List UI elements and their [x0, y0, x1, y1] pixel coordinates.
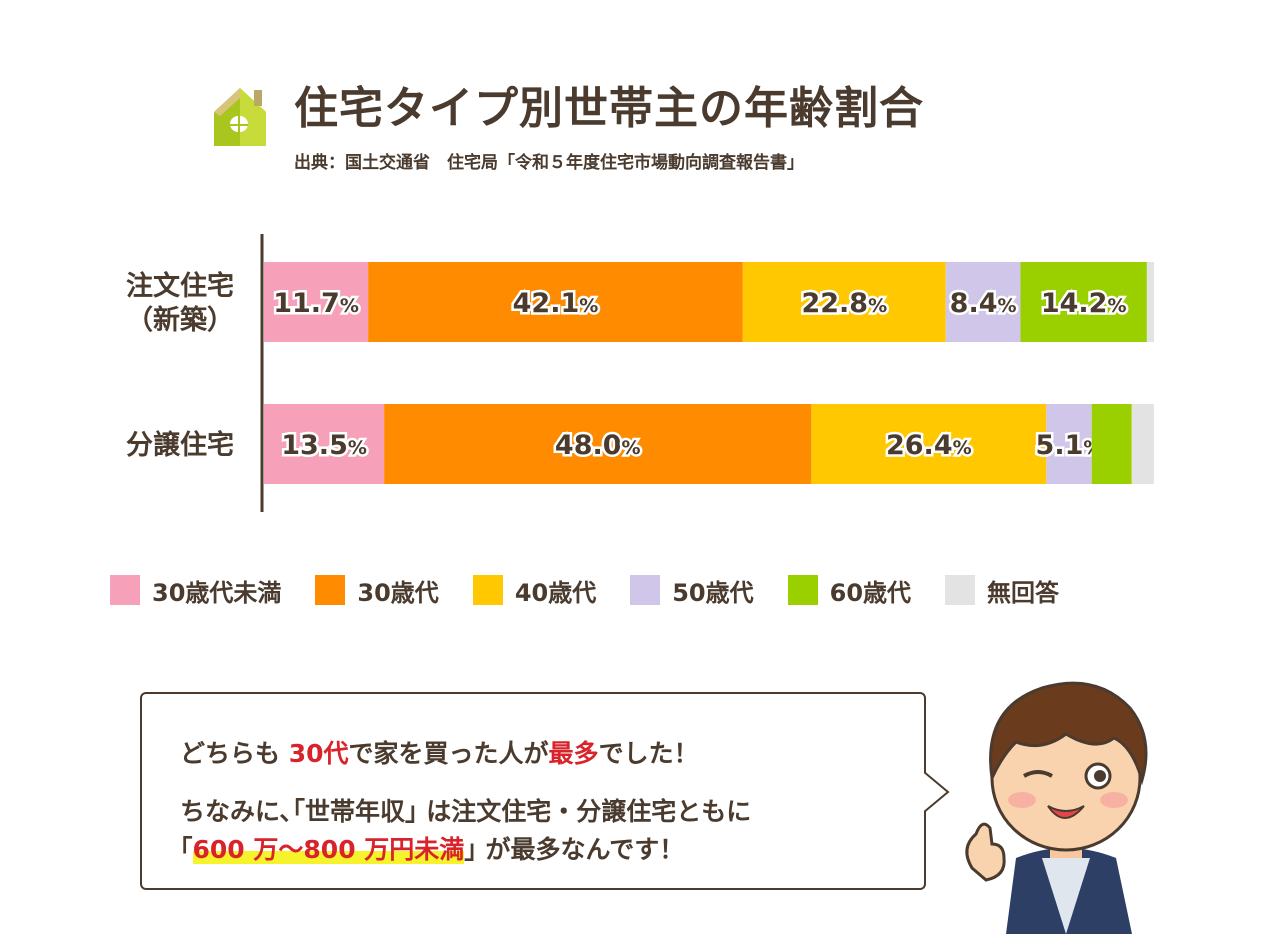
bubble-accent-most: 最多	[548, 739, 599, 768]
data-label: 22.8%	[801, 288, 887, 319]
bubble-tail	[924, 771, 950, 813]
category-label: 注文住宅（新築）	[126, 270, 234, 336]
category-label: 分譲住宅	[126, 429, 234, 461]
chart-title: 住宅タイプ別世帯主の年齢割合	[294, 83, 924, 134]
legend-item: 30歳代未満	[110, 570, 281, 610]
legend-swatch	[110, 575, 140, 605]
bubble-highlight-income: 600 万～800 万円未満	[192, 835, 465, 864]
data-label: 11.7%	[273, 288, 359, 319]
data-label: 14.2%	[1041, 288, 1127, 319]
legend-label: 40歳代	[514, 578, 597, 607]
data-label: 13.5%	[281, 430, 367, 461]
data-label: 5.1%	[1036, 430, 1103, 461]
bar-segment	[264, 404, 385, 484]
legend-swatch	[945, 575, 976, 605]
bubble-line-1: どちらも 30代で家を買った人が最多でした！	[180, 734, 699, 770]
legend-item: 60歳代	[787, 570, 912, 610]
bubble-text: でした！	[598, 739, 699, 768]
bubble-line-3: ｢600 万～800 万円未満｣ が最多なんです！	[180, 830, 684, 866]
data-label: 48.0%	[555, 430, 641, 461]
legend-swatch	[472, 575, 503, 605]
legend-item: 無回答	[945, 570, 1059, 610]
bar-segment	[264, 262, 369, 342]
bar-segment	[1091, 404, 1132, 484]
bar-segment	[384, 404, 812, 484]
bubble-line-2: ちなみに､｢世帯年収｣ は注文住宅・分譲住宅ともに	[180, 797, 752, 826]
legend-label: 30歳代未満	[152, 578, 282, 607]
legend-label: 30歳代	[357, 578, 439, 607]
bubble-text: ｣ が最多なんです！	[464, 835, 685, 864]
bubble-text: ｢	[180, 835, 193, 864]
data-label: 42.1%	[513, 288, 599, 319]
stacked-bar-chart: 注文住宅（新築） 11.7% 42.1% 22.8% 8.4% 14.2% 分譲住宅 13.5…	[126, 234, 1154, 512]
bar-segment	[1046, 404, 1092, 484]
bar-segment	[1131, 404, 1154, 484]
legend-label: 無回答	[987, 578, 1060, 607]
legend-swatch	[315, 575, 346, 605]
legend-item: 50歳代	[630, 570, 754, 610]
house-icon	[214, 88, 266, 146]
bar-segment	[811, 404, 1047, 484]
source-note: 出典：国土交通省 住宅局「令和５年度住宅市場動向調査報告書」	[294, 153, 804, 173]
speech-bubble: どちらも 30代で家を買った人が最多でした！ ちなみに､｢世帯年収｣ は注文住宅…	[140, 692, 926, 890]
legend-label: 50歳代	[672, 578, 754, 607]
legend: 30歳代未満 30歳代 40歳代 50歳代 60歳代 無回答	[110, 570, 1190, 610]
bubble-accent-30s: 30代	[288, 739, 349, 768]
legend-item: 30歳代	[315, 570, 439, 610]
data-label: 8.4%	[950, 288, 1017, 319]
bar-segment	[1146, 262, 1154, 342]
header: 住宅タイプ別世帯主の年齢割合 出典：国土交通省 住宅局「令和５年度住宅市場動向調…	[210, 70, 1110, 180]
bar-segment	[742, 262, 946, 342]
bar-segment	[368, 262, 743, 342]
legend-item: 40歳代	[472, 570, 597, 610]
legend-swatch	[787, 575, 818, 605]
legend-swatch	[630, 575, 661, 605]
legend-label: 60歳代	[829, 578, 912, 607]
data-label: 26.4%	[886, 430, 972, 461]
bubble-text: どちらも	[180, 739, 281, 768]
bar-segment	[1020, 262, 1147, 342]
bar-segment	[945, 262, 1021, 342]
bubble-text: で家を買った人が	[348, 739, 549, 768]
mascot-avatar	[965, 681, 1148, 934]
